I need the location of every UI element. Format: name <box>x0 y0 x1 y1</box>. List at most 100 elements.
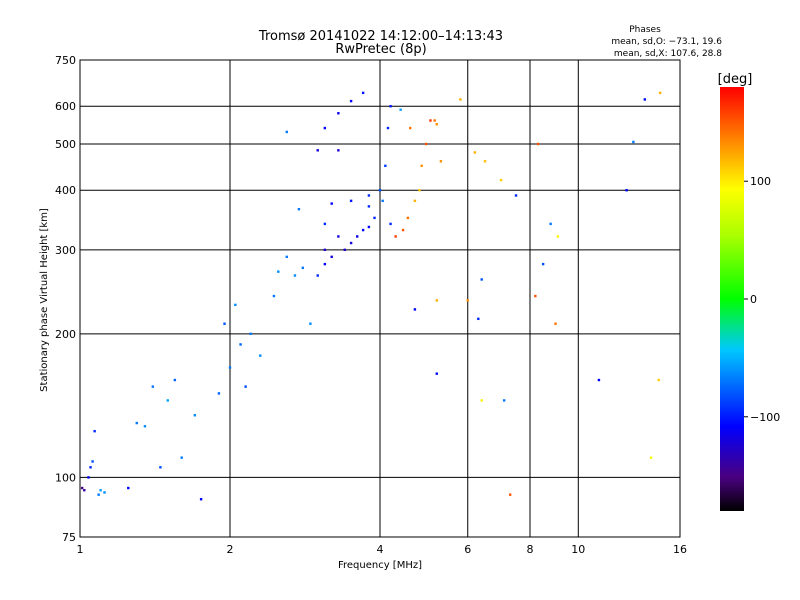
data-point <box>424 142 428 146</box>
data-point <box>508 493 512 496</box>
data-point <box>355 235 359 238</box>
data-point <box>367 205 371 208</box>
data-point <box>435 372 438 375</box>
data-point <box>480 399 483 402</box>
x-tick-label: 10 <box>571 543 585 556</box>
data-point <box>297 207 301 211</box>
data-point <box>223 322 226 325</box>
y-tick-label: 400 <box>55 184 76 197</box>
x-tick-label: 2 <box>227 543 234 556</box>
data-points <box>80 91 662 501</box>
data-point <box>536 142 540 146</box>
x-axis-label: Frequency [MHz] <box>338 560 422 571</box>
data-point <box>316 149 319 152</box>
data-point <box>409 126 412 130</box>
data-point <box>166 399 169 402</box>
data-point <box>343 248 347 252</box>
data-point <box>433 119 436 122</box>
x-tick-label: 6 <box>464 543 471 556</box>
data-point <box>541 262 545 266</box>
data-point <box>80 486 84 490</box>
data-point <box>127 486 130 490</box>
data-point <box>337 112 340 115</box>
data-point <box>384 164 387 168</box>
x-tick-label: 4 <box>377 543 384 556</box>
chart-subtitle: RwPretec (8p) <box>335 42 426 57</box>
x-tick-label: 16 <box>673 543 687 556</box>
data-point <box>91 460 94 463</box>
data-point <box>632 140 635 144</box>
data-point <box>367 225 371 229</box>
data-point <box>277 270 280 273</box>
data-point <box>477 317 480 321</box>
data-point <box>534 294 537 298</box>
y-tick-label: 100 <box>55 471 76 484</box>
y-tick-label: 200 <box>55 328 76 341</box>
colorbar <box>720 87 744 511</box>
data-point <box>373 216 376 220</box>
data-point <box>406 216 410 220</box>
data-point <box>330 202 333 205</box>
data-point <box>420 164 423 168</box>
data-point <box>83 489 86 492</box>
colorbar-tick-label: 100 <box>750 175 771 188</box>
data-point <box>103 491 106 494</box>
colorbar-tick-label: −100 <box>750 411 780 424</box>
data-point <box>361 228 365 232</box>
data-point <box>316 274 319 277</box>
data-point <box>337 235 340 238</box>
data-point <box>361 91 365 95</box>
data-point <box>480 278 483 281</box>
stats-x-line: mean, sd,X: 107.6, 28.8 <box>614 49 722 59</box>
data-point <box>87 476 90 479</box>
data-point <box>499 178 503 182</box>
data-point <box>657 378 660 382</box>
data-point <box>418 189 421 192</box>
data-point <box>217 392 221 395</box>
data-point <box>597 378 601 382</box>
data-point <box>389 105 392 108</box>
data-point <box>99 489 102 492</box>
stats-heading: Phases <box>629 25 661 35</box>
data-point <box>323 126 327 130</box>
stats-o-line: mean, sd,O: −73.1, 19.6 <box>611 37 722 47</box>
data-point <box>658 91 662 95</box>
data-point <box>143 425 147 428</box>
y-tick-label: 500 <box>55 138 76 151</box>
data-point <box>249 332 252 336</box>
colorbar-label: [deg] <box>718 72 753 87</box>
y-tick-label: 75 <box>62 531 76 544</box>
x-tick-label: 1 <box>77 543 84 556</box>
data-point <box>367 194 371 197</box>
grid-lines <box>80 60 680 537</box>
data-point <box>259 354 262 357</box>
plot-frame <box>79 59 681 538</box>
data-point <box>413 308 417 311</box>
data-point <box>93 429 96 433</box>
data-point <box>323 248 327 252</box>
x-tick-label: 8 <box>527 543 534 556</box>
data-point <box>556 235 560 238</box>
y-tick-label: 750 <box>55 54 76 67</box>
data-point <box>399 108 402 111</box>
data-point <box>173 378 177 382</box>
data-point <box>244 385 247 388</box>
data-point <box>413 199 417 203</box>
data-point <box>649 456 653 459</box>
data-point <box>309 322 312 325</box>
data-point <box>394 235 397 238</box>
data-point <box>239 343 242 346</box>
data-point <box>323 222 327 226</box>
data-point <box>459 98 462 101</box>
data-point <box>193 414 197 417</box>
data-point <box>483 160 487 163</box>
data-point <box>89 466 92 469</box>
y-tick-label: 600 <box>55 100 76 113</box>
data-point <box>378 189 382 192</box>
data-point <box>643 98 647 101</box>
data-point <box>439 160 443 163</box>
data-point <box>381 199 384 203</box>
data-point <box>349 99 353 103</box>
data-point <box>293 274 297 277</box>
